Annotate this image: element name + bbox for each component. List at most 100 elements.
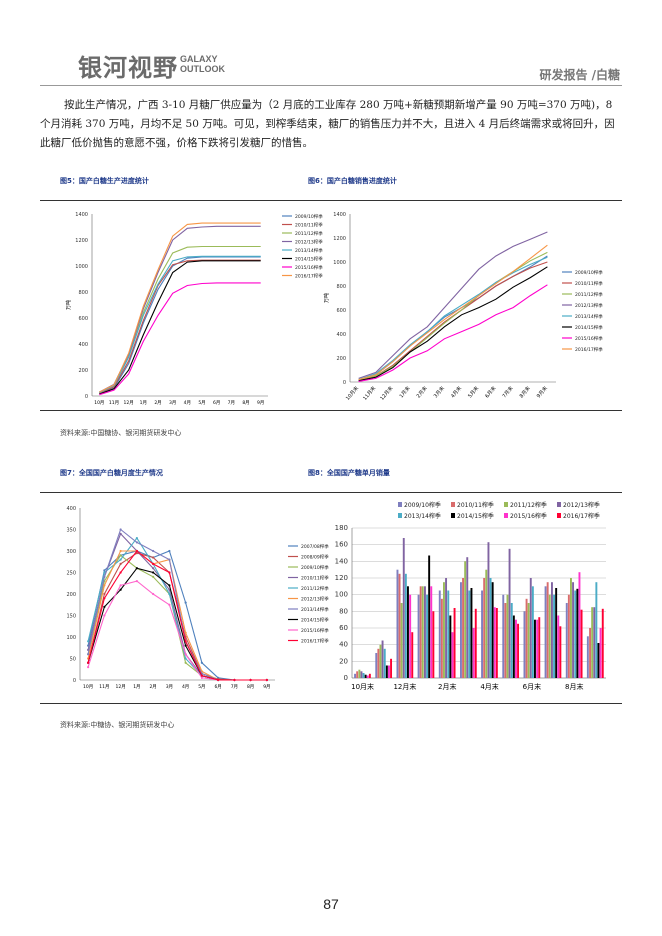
- x-tick-label: 10月末: [344, 385, 360, 402]
- x-tick-label: 8月末: [518, 385, 532, 400]
- bar-2: [506, 594, 509, 678]
- legend-label: 2012/13榨季: [575, 302, 603, 309]
- x-tick-label: 7月: [228, 400, 235, 406]
- data-point: [119, 532, 122, 535]
- y-axis-label: 万吨: [323, 293, 330, 303]
- x-tick-label: 4月末: [480, 682, 498, 691]
- bar-7: [601, 608, 604, 678]
- y-tick-label: 400: [78, 342, 88, 348]
- bar-2: [379, 644, 382, 678]
- x-tick-label: 10月: [83, 684, 93, 690]
- x-tick-label: 5月: [198, 684, 205, 690]
- bar-3: [402, 538, 405, 678]
- bar-5: [534, 619, 536, 678]
- bar-2: [591, 607, 594, 678]
- bar-3: [508, 548, 511, 678]
- galaxy-outlook-logo: 银河视野 GALAXY OUTLOOK: [78, 48, 225, 83]
- fig7-title: 图7：全国国产白糖月度生产情况: [60, 469, 163, 477]
- legend-label: 2012/13榨季: [563, 501, 600, 509]
- data-point: [103, 592, 106, 596]
- bar-7: [559, 626, 562, 678]
- y-tick-label: 20: [339, 657, 348, 665]
- bar-4: [468, 590, 471, 678]
- data-point: [152, 575, 155, 578]
- source-note-1: 资料来源:中国糖协、银河期货研发中心: [60, 429, 182, 437]
- legend-label: 2008/09榨季: [301, 554, 329, 561]
- fig8-monthly-sales-chart: 0 20 40 60 80 100 120 140 160 180 10月末 12月末 2月末 4月末 6月…: [335, 501, 606, 691]
- bar-0: [354, 673, 357, 678]
- x-tick-label: 8月末: [565, 682, 583, 691]
- data-point: [103, 571, 106, 574]
- bar-6: [430, 586, 433, 678]
- data-point: [184, 631, 187, 634]
- bar-7: [580, 609, 583, 678]
- y-tick-label: 400: [336, 332, 346, 338]
- bar-2: [485, 569, 488, 678]
- data-point: [168, 592, 171, 596]
- legend-label: 2009/10榨季: [575, 269, 603, 276]
- report-category-tag: 研发报告 /白糖: [539, 68, 620, 82]
- bar-5: [576, 588, 579, 678]
- data-point: [103, 584, 106, 587]
- figure-row1-bottom-rule: [40, 410, 622, 411]
- data-point: [119, 528, 122, 531]
- bar-5: [407, 586, 409, 678]
- y-tick-label: 400: [66, 506, 76, 512]
- fig6-sales-progress-chart: 0 200 400 600 800 1000 1200 1400 万吨 10月末 11月末 12月末 1…: [323, 212, 603, 402]
- data-point: [87, 661, 90, 664]
- x-tick-label: 7月: [231, 684, 238, 690]
- x-tick-label: 8月: [242, 400, 249, 406]
- legend-swatch: [451, 513, 455, 518]
- bar-0: [438, 590, 441, 678]
- data-point: [200, 674, 203, 677]
- bar-2: [443, 582, 445, 678]
- bar-4: [383, 648, 386, 678]
- bar-1: [589, 628, 592, 678]
- bar-6: [366, 675, 369, 678]
- data-point: [119, 554, 122, 557]
- data-point: [184, 653, 187, 656]
- legend-label: 2009/10榨季: [404, 501, 441, 509]
- bar-4: [531, 586, 534, 678]
- y-tick-label: 600: [336, 308, 346, 314]
- y-tick-label: 140: [335, 557, 348, 565]
- x-tick-label: 6月末: [523, 682, 541, 691]
- data-point: [135, 567, 138, 570]
- bar-2: [464, 561, 467, 678]
- legend-label: 2010/11榨季: [301, 575, 329, 582]
- x-tick-label: 1月: [133, 684, 140, 690]
- bar-4: [404, 573, 407, 678]
- figure-row2-top-rule: [40, 492, 622, 493]
- fig5-production-progress-chart: 0 200 400 600 800 1000 1200 1400 万吨 10月 11月 12月 1月 2月…: [65, 212, 323, 406]
- bar-4: [447, 590, 450, 678]
- y-tick-label: 100: [335, 591, 348, 599]
- legend-swatch: [557, 502, 561, 507]
- bar-7: [495, 608, 498, 678]
- y-tick-label: 80: [339, 607, 348, 615]
- x-tick-label: 12月末: [393, 682, 416, 691]
- data-point: [184, 644, 187, 647]
- data-point: [168, 549, 171, 553]
- y-tick-label: 50: [70, 657, 76, 663]
- legend-label: 2016/17榨季: [575, 346, 603, 353]
- legend-label: 2009/10榨季: [295, 213, 323, 220]
- bar-1: [377, 648, 380, 678]
- fig6-title: 图6：国产白糖销售进度统计: [308, 177, 397, 185]
- bar-5: [385, 665, 388, 678]
- logo-english-text: GALAXY OUTLOOK: [180, 54, 225, 74]
- legend-label: 2015/16榨季: [301, 627, 329, 634]
- bar-3: [424, 586, 426, 678]
- y-tick-label: 180: [335, 524, 348, 532]
- legend-label: 2011/12榨季: [295, 230, 323, 237]
- data-point: [249, 678, 252, 682]
- logo-en-line1: GALAXY: [180, 54, 218, 64]
- bar-4: [595, 582, 598, 678]
- x-tick-label: 7月末: [501, 385, 515, 400]
- legend-label: 2016/17榨季: [295, 273, 323, 280]
- y-tick-label: 1000: [75, 264, 88, 270]
- legend-label: 2010/11榨季: [457, 501, 494, 509]
- x-tick-label: 1月: [140, 400, 147, 406]
- legend-label: 2014/15榨季: [295, 256, 323, 263]
- analysis-paragraph: 按此生产情况，广西 3-10 月糖厂供应量为（2 月底的工业库存 280 万吨+…: [40, 99, 615, 149]
- data-point: [152, 562, 155, 565]
